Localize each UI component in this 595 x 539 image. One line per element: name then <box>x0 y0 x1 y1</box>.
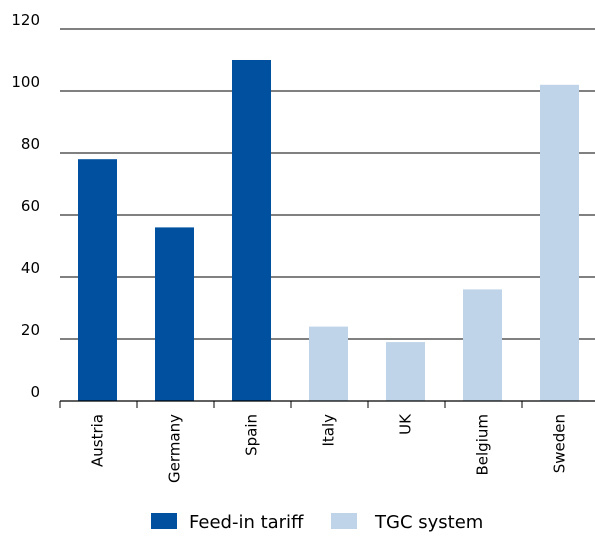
bar-spain-feed-in-tariff <box>232 60 271 401</box>
bar-uk-tgc-system <box>386 342 425 401</box>
x-category-label-austria: Austria <box>89 414 107 467</box>
bar-italy-tgc-system <box>309 326 348 401</box>
y-tick-label-100: 100 <box>11 73 40 91</box>
x-category-label-sweden: Sweden <box>551 414 569 473</box>
x-category-label-spain: Spain <box>243 414 261 456</box>
bar-austria-feed-in-tariff <box>78 159 117 401</box>
bar-sweden-tgc-system <box>540 84 579 402</box>
bar-belgium-tgc-system <box>463 289 502 401</box>
y-tick-label-120: 120 <box>11 11 40 29</box>
y-tick-label-40: 40 <box>21 259 40 277</box>
y-tick-label-0: 0 <box>30 383 40 401</box>
x-category-label-uk: UK <box>397 413 415 435</box>
legend-swatch-tgc-system <box>331 513 357 529</box>
axes: 0 20 40 60 80 100 120 Austria Germany Spain Italy U… <box>11 11 595 483</box>
x-category-label-italy: Italy <box>320 414 338 447</box>
x-category-label-germany: Germany <box>166 414 184 483</box>
legend: Feed-in tariff TGC system <box>151 512 483 533</box>
legend-swatch-feed-in-tariff <box>151 513 177 529</box>
y-tick-label-80: 80 <box>21 135 40 153</box>
gridlines <box>60 28 595 340</box>
x-category-label-belgium: Belgium <box>474 414 492 476</box>
y-tick-label-20: 20 <box>21 321 40 339</box>
y-tick-label-60: 60 <box>21 197 40 215</box>
legend-label-feed-in-tariff: Feed-in tariff <box>189 512 304 533</box>
bar-germany-feed-in-tariff <box>155 227 194 401</box>
bars <box>78 60 579 402</box>
legend-label-tgc-system: TGC system <box>374 512 483 533</box>
